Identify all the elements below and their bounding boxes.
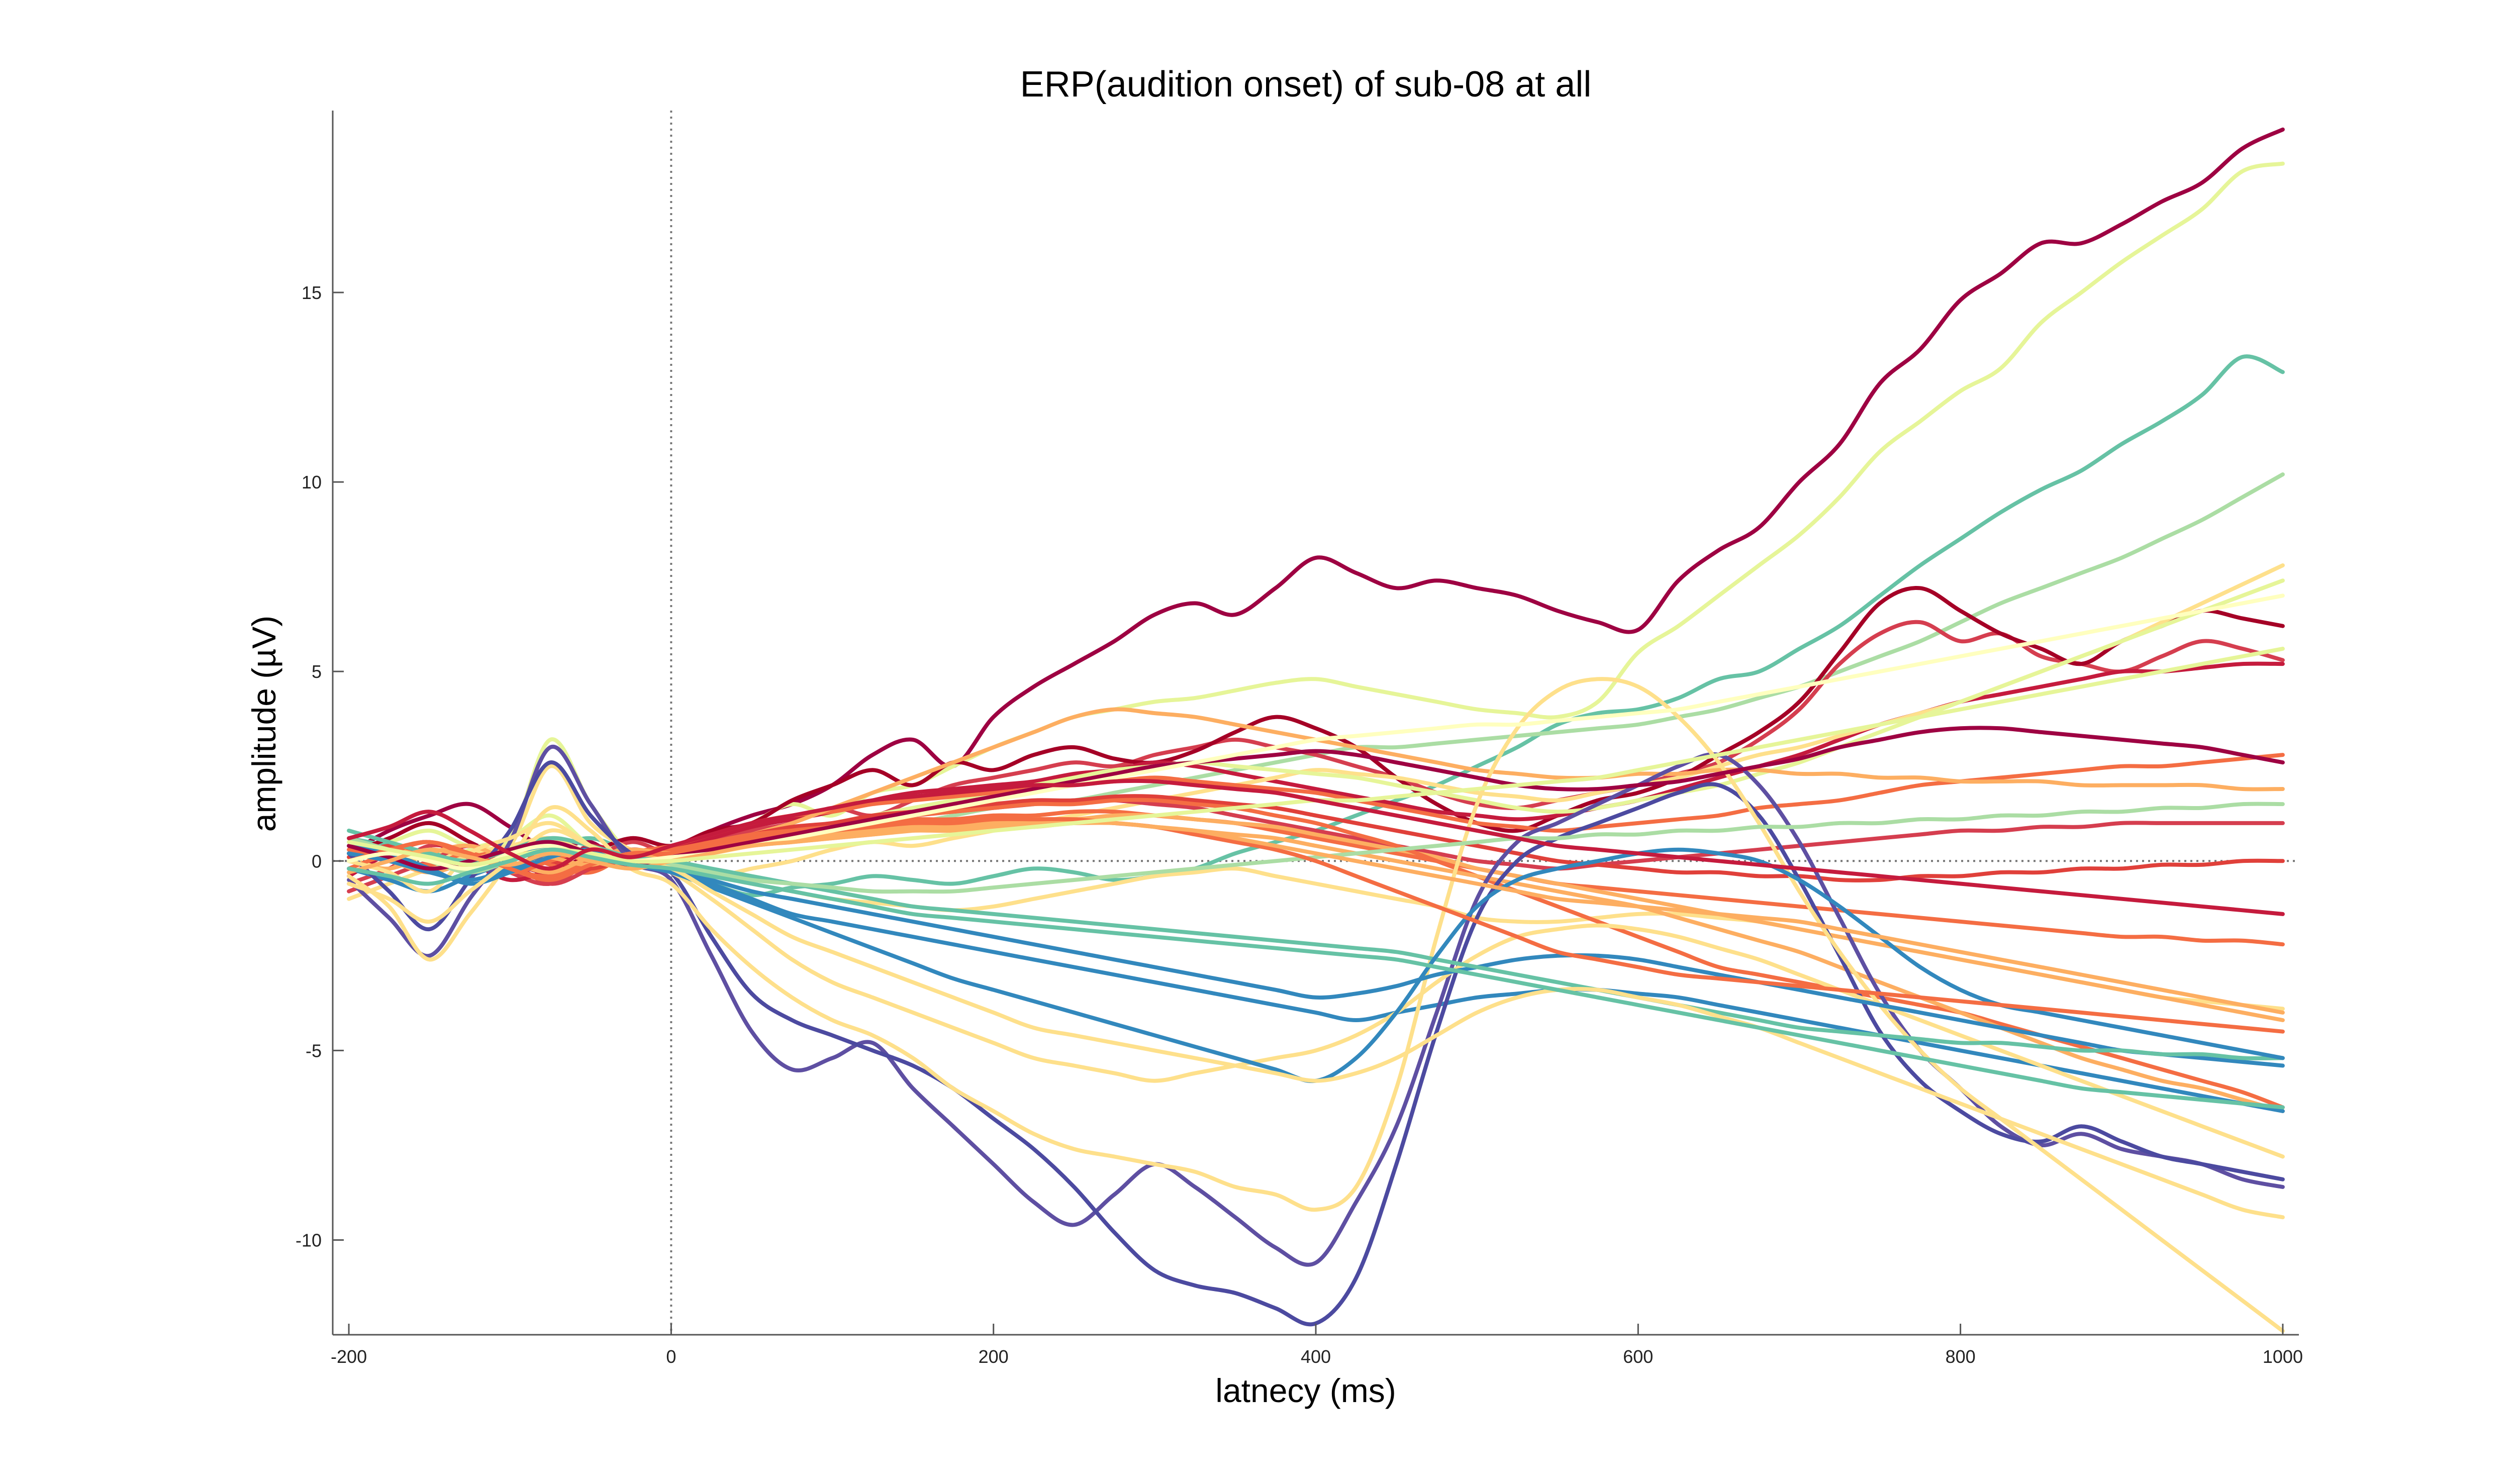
x-tick-label: 600	[1623, 1346, 1653, 1367]
erp-series-line-31	[347, 593, 2285, 871]
erp-series-line-4	[347, 472, 2285, 871]
x-axis: -200 0 200 400 600 800 1000	[331, 1324, 2303, 1367]
erp-series-line-29	[347, 817, 2285, 1034]
reference-lines	[333, 111, 2299, 1335]
plot-area	[333, 111, 2299, 1335]
y-tick-label: 0	[312, 851, 322, 871]
x-tick-label: -200	[331, 1346, 367, 1367]
x-tick-label: 0	[666, 1346, 676, 1367]
erp-series-line-2	[347, 161, 2285, 864]
x-axis-label: latnecy (ms)	[1215, 1372, 1396, 1409]
y-axis-label: amplitude (µV)	[245, 616, 282, 832]
x-tick-label: 1000	[2263, 1346, 2303, 1367]
erp-series-line-34	[347, 847, 2285, 1110]
erp-series-line-33	[347, 646, 2285, 867]
y-tick-label: -10	[296, 1230, 322, 1250]
erp-series-line-1	[347, 127, 2285, 871]
chart-title: ERP(audition onset) of sub-08 at all	[1020, 64, 1592, 105]
y-tick-label: 5	[312, 661, 322, 682]
series-layer	[347, 127, 2285, 1333]
y-axis: -10 -5 0 5 10 15	[296, 111, 344, 1335]
x-tick-label: 200	[979, 1346, 1009, 1367]
x-tick-label: 800	[1946, 1346, 1976, 1367]
erp-series-line-24	[347, 844, 2285, 1068]
erp-series-line-22	[347, 677, 2285, 1333]
erp-series-line-35	[347, 778, 2285, 916]
y-tick-label: 15	[302, 282, 322, 303]
y-tick-label: 10	[302, 472, 322, 492]
y-tick-label: -5	[306, 1040, 322, 1061]
x-tick-label: 400	[1301, 1346, 1331, 1367]
